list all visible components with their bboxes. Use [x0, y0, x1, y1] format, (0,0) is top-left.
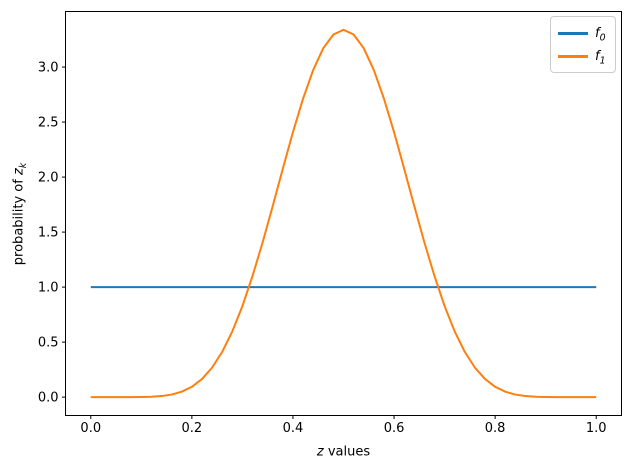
- x-tick-label: 0.4: [283, 421, 304, 436]
- legend-item-f1: f1: [558, 46, 606, 66]
- axes-frame: [65, 11, 622, 416]
- x-tick-label: 0.0: [80, 421, 101, 436]
- x-tick-label: 0.8: [485, 421, 506, 436]
- y-axis-label: probability of zk: [11, 162, 30, 265]
- y-axis-label-prefix: probability of: [11, 174, 27, 265]
- series-line-f1: [90, 28, 597, 399]
- x-axis-label-rest: values: [323, 444, 371, 460]
- legend-item-f0: f0: [558, 23, 606, 43]
- x-tick-label: 1.0: [586, 421, 607, 436]
- x-axis-label-math: z: [316, 444, 324, 460]
- legend-line-swatch-f1: [558, 54, 588, 58]
- y-tick-label: 2.0: [38, 171, 59, 186]
- y-tick-label: 1.0: [38, 281, 59, 296]
- y-tick-label: 0.0: [38, 391, 59, 406]
- x-axis-label: z values: [317, 445, 370, 460]
- y-tick-label: 0.5: [38, 336, 59, 351]
- y-tick-label: 2.5: [38, 116, 59, 131]
- legend-line-swatch-f0: [558, 31, 588, 35]
- legend-box: f0 f1: [550, 16, 616, 73]
- y-axis-label-math: z: [11, 167, 27, 175]
- y-tick-label: 1.5: [38, 226, 59, 241]
- legend-label-f0: f0: [595, 25, 606, 44]
- x-tick-label: 0.6: [384, 421, 405, 436]
- y-tick-label: 3.0: [38, 61, 59, 76]
- y-axis-label-sub: k: [18, 162, 30, 168]
- legend-label-f1: f1: [595, 48, 606, 67]
- x-tick-label: 0.2: [182, 421, 203, 436]
